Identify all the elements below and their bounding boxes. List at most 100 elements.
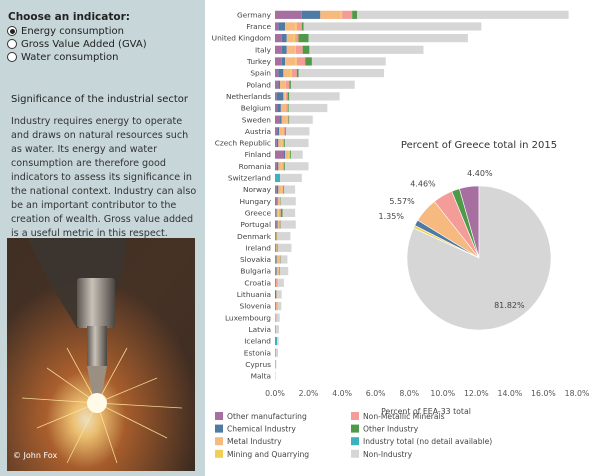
bar-norway-mining-and-quarrying[interactable] <box>281 185 283 194</box>
bar-bulgaria-non-industry[interactable] <box>279 267 289 276</box>
bar-latvia-non-industry[interactable] <box>275 325 280 334</box>
bar-austria-non-industry[interactable] <box>285 127 310 136</box>
bar-iceland-other-manufacturing[interactable] <box>275 336 276 346</box>
bar-germany-non-metallic-minerals[interactable] <box>342 10 353 19</box>
bar-italy-non-industry[interactable] <box>309 45 424 54</box>
bar-croatia-non-industry[interactable] <box>277 278 284 287</box>
bar-netherlands-metal-industry[interactable] <box>283 92 286 101</box>
bar-iceland-industry-total-no-detail-available[interactable] <box>275 336 278 346</box>
bar-greece-non-industry[interactable] <box>282 208 296 217</box>
bar-czech-republic-non-industry[interactable] <box>285 138 309 148</box>
bar-luxembourg-non-metallic-minerals[interactable] <box>276 313 277 322</box>
bar-finland-other-manufacturing[interactable] <box>275 150 284 159</box>
bar-netherlands-other-manufacturing[interactable] <box>275 92 277 101</box>
bar-spain-other-manufacturing[interactable] <box>275 68 279 78</box>
bar-cyprus-non-metallic-minerals[interactable] <box>275 360 276 369</box>
bar-germany-non-industry[interactable] <box>357 10 569 19</box>
bar-turkey-other-industry[interactable] <box>305 57 312 66</box>
bar-united-kingdom-chemical-industry[interactable] <box>281 34 287 43</box>
bar-poland-mining-and-quarrying[interactable] <box>285 80 286 89</box>
bar-portugal-chemical-industry[interactable] <box>276 220 278 229</box>
bar-denmark-chemical-industry[interactable] <box>275 232 276 241</box>
bar-spain-chemical-industry[interactable] <box>278 68 284 78</box>
bar-hungary-other-manufacturing[interactable] <box>275 197 277 206</box>
bar-belgium-non-metallic-minerals[interactable] <box>286 103 288 113</box>
bar-hungary-non-metallic-minerals[interactable] <box>279 197 281 206</box>
bar-croatia-chemical-industry[interactable] <box>275 278 276 287</box>
bar-italy-chemical-industry[interactable] <box>281 45 287 54</box>
bar-belgium-metal-industry[interactable] <box>280 103 286 113</box>
bar-netherlands-mining-and-quarrying[interactable] <box>285 92 286 101</box>
bar-norway-non-industry[interactable] <box>284 185 296 194</box>
bar-croatia-non-metallic-minerals[interactable] <box>276 278 278 287</box>
bar-greece-metal-industry[interactable] <box>276 208 279 217</box>
bar-denmark-other-manufacturing[interactable] <box>275 232 276 241</box>
bar-spain-metal-industry[interactable] <box>283 68 291 78</box>
bar-france-mining-and-quarrying[interactable] <box>295 22 297 31</box>
bar-germany-other-industry[interactable] <box>352 10 358 19</box>
bar-czech-republic-non-metallic-minerals[interactable] <box>282 138 285 148</box>
bar-ireland-chemical-industry[interactable] <box>275 243 277 252</box>
bar-romania-other-industry[interactable] <box>284 162 286 171</box>
bar-hungary-metal-industry[interactable] <box>277 197 280 206</box>
bar-croatia-metal-industry[interactable] <box>275 278 277 287</box>
bar-netherlands-non-metallic-minerals[interactable] <box>285 92 288 101</box>
bar-malta-non-industry[interactable] <box>275 371 276 381</box>
bar-norway-non-metallic-minerals[interactable] <box>282 185 284 194</box>
bar-greece-other-manufacturing[interactable] <box>275 208 276 217</box>
bar-netherlands-other-industry[interactable] <box>287 92 290 101</box>
bar-belgium-chemical-industry[interactable] <box>277 103 281 113</box>
bar-lithuania-non-metallic-minerals[interactable] <box>276 290 277 299</box>
bar-hungary-mining-and-quarrying[interactable] <box>279 197 280 206</box>
bar-denmark-non-metallic-minerals[interactable] <box>276 232 277 241</box>
bar-sweden-non-metallic-minerals[interactable] <box>287 115 289 124</box>
bar-czech-republic-other-industry[interactable] <box>284 138 286 148</box>
bar-denmark-metal-industry[interactable] <box>275 232 277 241</box>
bar-cyprus-non-industry[interactable] <box>275 360 277 369</box>
bar-czech-republic-mining-and-quarrying[interactable] <box>281 138 283 148</box>
bar-portugal-other-industry[interactable] <box>280 220 281 229</box>
bar-slovenia-metal-industry[interactable] <box>275 301 277 311</box>
bar-switzerland-industry-total-no-detail-available[interactable] <box>275 173 281 183</box>
bar-turkey-non-metallic-minerals[interactable] <box>296 57 306 66</box>
bar-slovakia-chemical-industry[interactable] <box>275 255 277 264</box>
bar-czech-republic-chemical-industry[interactable] <box>276 138 279 148</box>
bar-slovakia-metal-industry[interactable] <box>276 255 280 264</box>
bar-czech-republic-other-manufacturing[interactable] <box>275 138 277 148</box>
bar-bulgaria-other-manufacturing[interactable] <box>275 267 276 276</box>
bar-netherlands-non-industry[interactable] <box>289 92 340 101</box>
bar-spain-mining-and-quarrying[interactable] <box>290 68 292 78</box>
bar-iceland-non-industry[interactable] <box>277 336 279 346</box>
bar-ireland-metal-industry[interactable] <box>276 243 277 252</box>
bar-austria-mining-and-quarrying[interactable] <box>282 127 284 136</box>
bar-sweden-metal-industry[interactable] <box>281 115 287 124</box>
bar-bulgaria-non-metallic-minerals[interactable] <box>278 267 280 276</box>
bar-ireland-other-manufacturing[interactable] <box>275 243 276 252</box>
bar-hungary-non-industry[interactable] <box>280 197 296 206</box>
bar-slovakia-non-metallic-minerals[interactable] <box>279 255 281 264</box>
bar-sweden-mining-and-quarrying[interactable] <box>286 115 288 124</box>
bar-italy-other-manufacturing[interactable] <box>275 45 282 54</box>
bar-spain-non-industry[interactable] <box>298 68 385 78</box>
bar-finland-chemical-industry[interactable] <box>283 150 286 159</box>
bar-romania-chemical-industry[interactable] <box>276 162 279 171</box>
bar-austria-metal-industry[interactable] <box>279 127 283 136</box>
bar-luxembourg-non-industry[interactable] <box>276 313 280 322</box>
bar-norway-chemical-industry[interactable] <box>276 185 279 194</box>
bar-poland-non-metallic-minerals[interactable] <box>285 80 290 89</box>
bar-sweden-other-industry[interactable] <box>288 115 290 124</box>
bar-united-kingdom-other-industry[interactable] <box>298 34 309 43</box>
bar-hungary-other-industry[interactable] <box>280 197 281 206</box>
bar-croatia-other-manufacturing[interactable] <box>275 278 276 287</box>
bar-turkey-metal-industry[interactable] <box>285 57 296 66</box>
bar-bulgaria-chemical-industry[interactable] <box>275 267 277 276</box>
bar-bulgaria-other-industry[interactable] <box>279 267 281 276</box>
bar-germany-metal-industry[interactable] <box>320 10 341 19</box>
bar-germany-mining-and-quarrying[interactable] <box>340 10 343 19</box>
bar-greece-chemical-industry[interactable] <box>275 208 277 217</box>
bar-netherlands-chemical-industry[interactable] <box>276 92 284 101</box>
radio-icon[interactable] <box>7 52 17 62</box>
bar-denmark-non-industry[interactable] <box>277 232 291 241</box>
bar-romania-metal-industry[interactable] <box>278 162 282 171</box>
bar-portugal-non-metallic-minerals[interactable] <box>278 220 281 229</box>
